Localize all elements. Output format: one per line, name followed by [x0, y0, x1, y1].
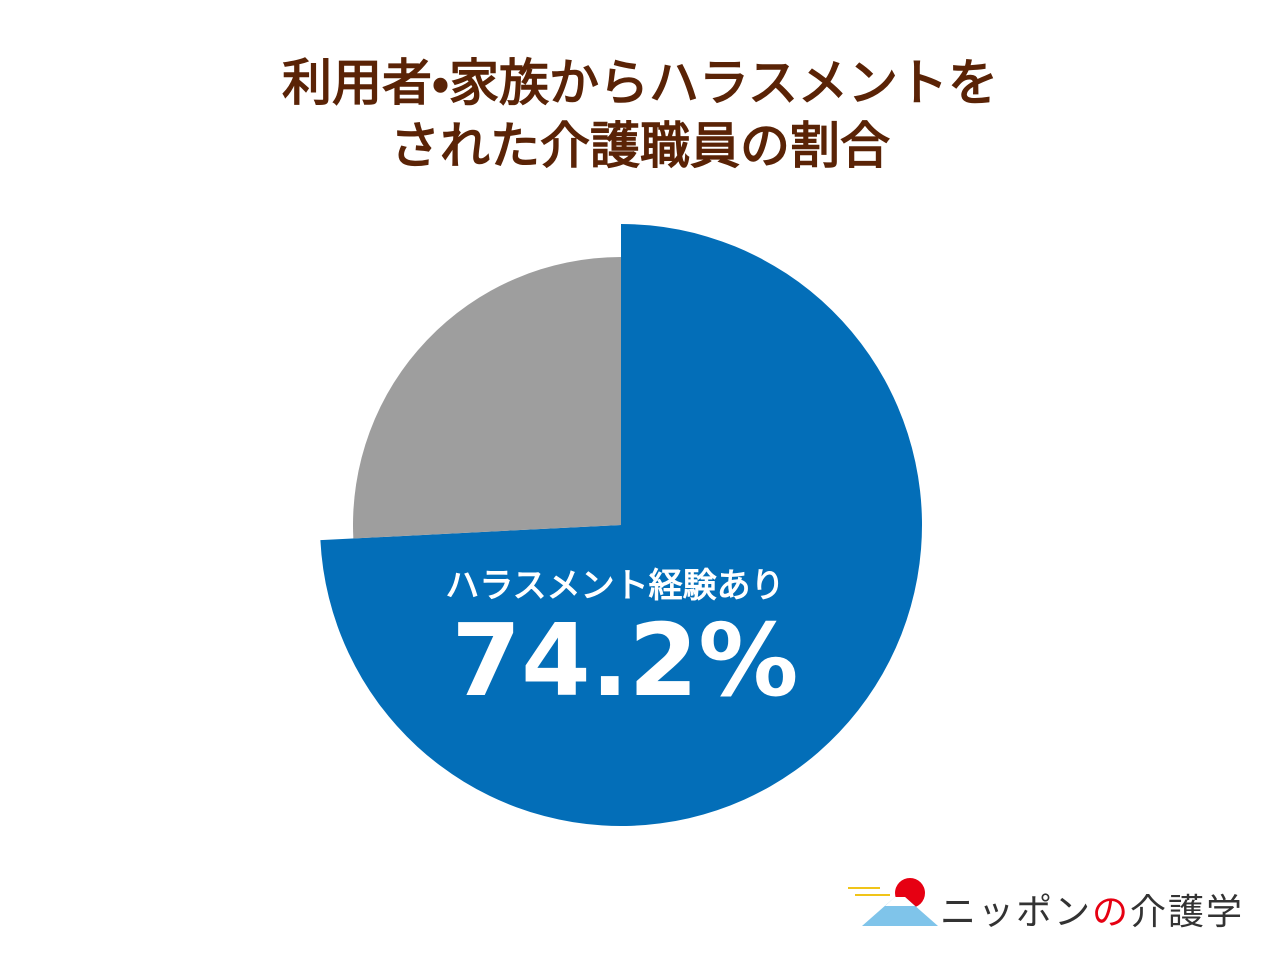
- pie-slice: [320, 224, 923, 826]
- logo-part: の: [1092, 892, 1130, 933]
- logo-text: ニッポンの介護学: [940, 892, 1244, 933]
- logo-part: ニッポン: [940, 892, 1092, 933]
- logo-icon: [848, 878, 938, 926]
- logo-part: 介護学: [1130, 892, 1244, 933]
- chart-title: 利用者・家族からハラスメントを: [282, 54, 998, 112]
- slice-value-label: 74.2%: [452, 602, 799, 719]
- slice-label: ハラスメント経験あり: [445, 566, 784, 606]
- logo: ニッポンの介護学: [848, 878, 1244, 933]
- chart-title: された介護職員の割合: [390, 117, 891, 175]
- pie-slice: [353, 257, 621, 539]
